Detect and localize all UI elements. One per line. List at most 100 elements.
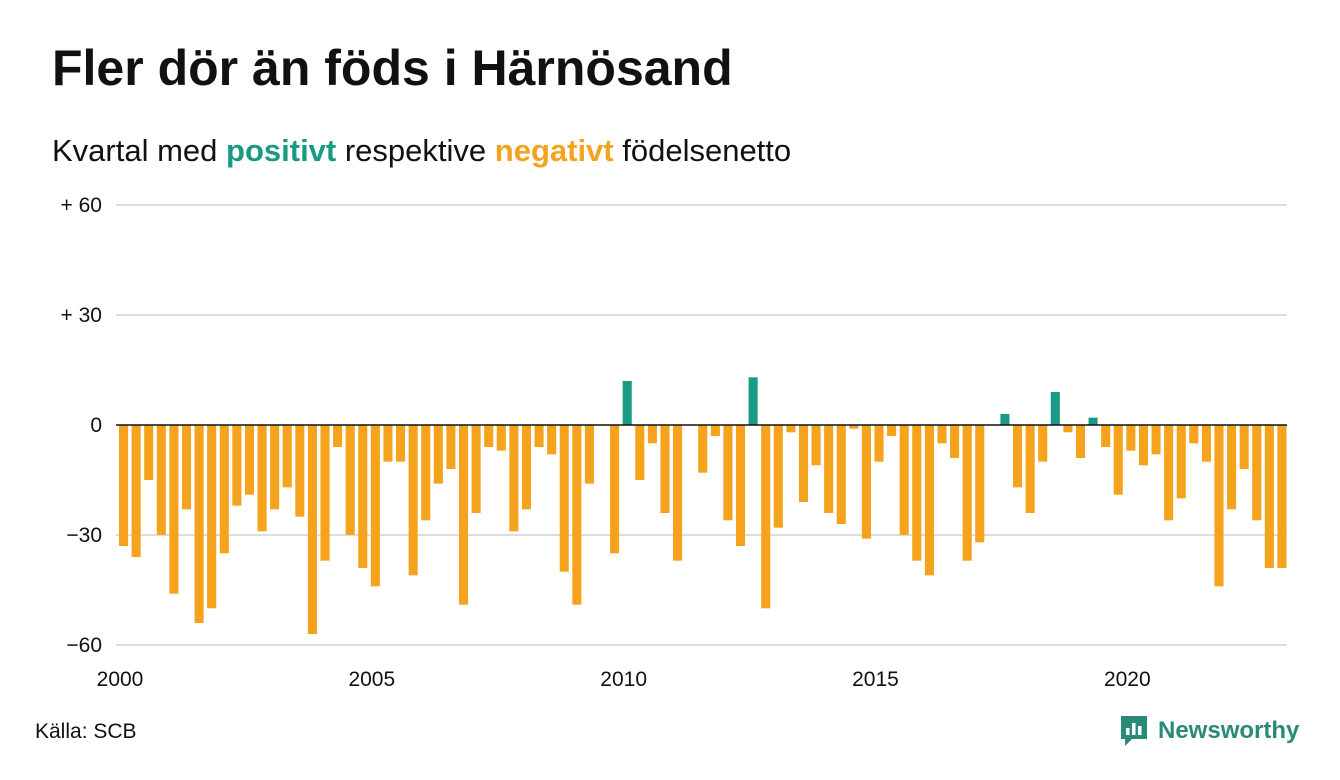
bar	[257, 425, 267, 532]
bar	[194, 425, 204, 623]
bar	[899, 425, 909, 535]
bar	[521, 425, 532, 510]
brand-logo[interactable]: Newsworthy	[1118, 714, 1299, 748]
bar	[282, 425, 292, 488]
bar	[181, 425, 192, 510]
bar	[924, 425, 934, 576]
bar	[861, 425, 871, 539]
y-axis-ticks: + 60 + 30 0 −30 −60	[61, 194, 102, 657]
bar	[119, 425, 129, 546]
bar	[1151, 425, 1161, 455]
bar	[761, 425, 771, 609]
bar	[433, 425, 443, 484]
bar	[1138, 425, 1148, 466]
bar	[496, 425, 506, 451]
bar	[396, 425, 406, 462]
bar	[295, 425, 305, 517]
bar	[647, 425, 657, 444]
bar	[408, 425, 418, 576]
bar	[824, 425, 834, 513]
bar	[232, 425, 242, 506]
bar	[660, 425, 670, 513]
bar	[244, 425, 255, 495]
subtitle-suffix: födelsenetto	[613, 133, 792, 168]
bar	[534, 425, 544, 447]
bar	[1176, 425, 1186, 499]
x-tick-label: 2015	[852, 668, 899, 691]
bar	[798, 425, 809, 502]
bar	[144, 425, 154, 480]
bar	[887, 425, 897, 436]
bar	[572, 425, 582, 605]
bar	[773, 425, 783, 528]
bar	[610, 425, 620, 554]
bar	[1101, 425, 1111, 447]
bar	[723, 425, 733, 521]
bar	[156, 425, 166, 535]
bar	[635, 425, 645, 480]
bar	[383, 425, 393, 462]
bar	[962, 425, 972, 561]
bar	[622, 381, 632, 425]
bar	[1227, 425, 1237, 510]
bar	[320, 425, 330, 561]
bar	[345, 425, 355, 535]
chart-title: Fler dör än föds i Härnösand	[52, 40, 733, 96]
y-tick-label: + 30	[61, 304, 102, 327]
bar	[874, 425, 884, 462]
subtitle-negative-label: negativt	[494, 133, 614, 168]
bar	[1264, 425, 1274, 568]
bar	[836, 425, 846, 524]
source-note: Källa: SCB	[35, 720, 137, 743]
bar	[1126, 425, 1136, 451]
bar	[1063, 425, 1073, 433]
bar	[270, 425, 280, 510]
bar	[1038, 425, 1048, 462]
bars	[119, 377, 1287, 634]
bar	[207, 425, 217, 609]
bar	[673, 425, 683, 561]
y-tick-label: + 60	[61, 194, 102, 217]
y-tick-label: 0	[90, 414, 102, 437]
bar	[484, 425, 494, 447]
bar	[219, 425, 229, 554]
bar	[559, 425, 569, 572]
bar	[811, 425, 821, 466]
bar	[131, 425, 141, 557]
bar	[458, 425, 469, 605]
bar	[1277, 425, 1287, 568]
bar	[333, 425, 343, 447]
bar	[509, 425, 519, 532]
bar	[786, 425, 796, 433]
bar	[1239, 425, 1249, 469]
bar	[1050, 392, 1060, 425]
newsworthy-logo-icon	[1121, 716, 1147, 746]
bar	[912, 425, 922, 561]
bar	[1012, 425, 1023, 488]
bar	[1075, 425, 1086, 458]
y-tick-label: −30	[66, 524, 102, 547]
x-tick-label: 2020	[1104, 668, 1151, 691]
x-tick-label: 2010	[600, 668, 647, 691]
bar	[1088, 417, 1098, 425]
bar	[471, 425, 481, 513]
bar	[584, 425, 594, 484]
bar	[1164, 425, 1174, 521]
bar	[735, 425, 746, 546]
bar	[1201, 425, 1211, 462]
bar	[849, 425, 859, 429]
subtitle-positive-label: positivt	[226, 133, 337, 168]
bar	[307, 425, 317, 634]
bar	[710, 425, 720, 436]
bar	[1025, 425, 1035, 513]
subtitle-prefix: Kvartal med	[52, 133, 227, 168]
brand-name: Newsworthy	[1158, 717, 1300, 744]
bar	[421, 425, 431, 521]
bar	[937, 425, 947, 444]
x-tick-label: 2000	[97, 668, 144, 691]
y-tick-label: −60	[66, 634, 102, 657]
bar	[950, 425, 960, 458]
chart-subtitle: Kvartal med positivt respektive negativt…	[52, 132, 791, 169]
bar	[1113, 425, 1123, 495]
